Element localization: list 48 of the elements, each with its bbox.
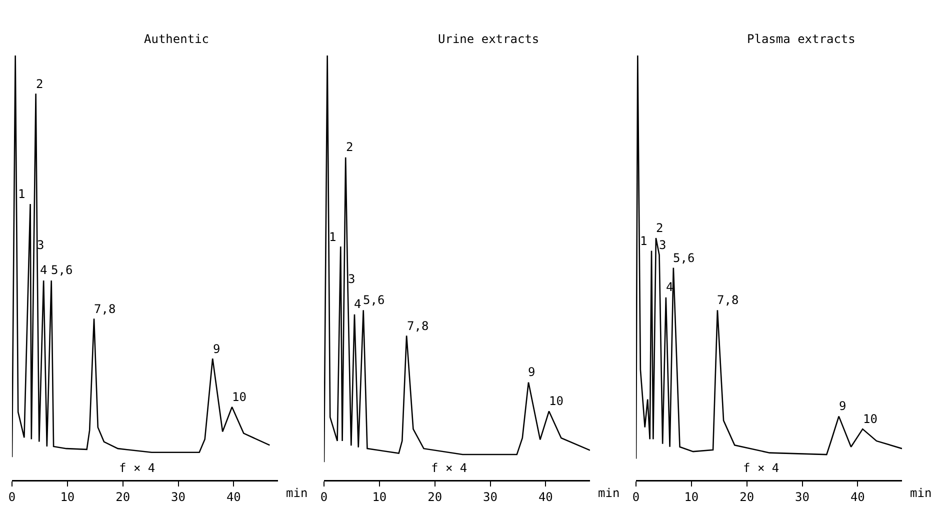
annotation: f × 4 — [119, 461, 156, 475]
annotation: 3 — [659, 238, 666, 252]
annotation: 5,6 — [363, 293, 385, 307]
x-tick-label: 0 — [8, 490, 16, 504]
annotation: 1 — [640, 234, 648, 248]
x-tick-label: 30 — [171, 490, 186, 504]
annotation: 4 — [666, 280, 674, 294]
x-tick-label: 0 — [632, 490, 640, 504]
annotation: 3 — [348, 272, 356, 286]
annotation: 3 — [37, 238, 44, 252]
annotation: 2 — [656, 221, 664, 235]
annotation: 2 — [36, 77, 44, 91]
x-tick-label: 20 — [116, 490, 130, 504]
x-tick-label: 0 — [320, 490, 328, 504]
x-tick-label: 30 — [483, 490, 498, 504]
annotation: 1 — [329, 230, 336, 244]
chart-title: Plasma extracts — [747, 32, 856, 46]
annotation: 9 — [213, 342, 220, 356]
chart-title: Authentic — [144, 32, 210, 46]
annotation: 1 — [18, 187, 26, 201]
x-tick-label: 10 — [60, 490, 75, 504]
x-tick-label: 20 — [428, 490, 442, 504]
annotation: 7,8 — [94, 302, 116, 316]
annotation: 10 — [549, 394, 564, 408]
x-tick-label: 30 — [795, 490, 810, 504]
annotation: 10 — [863, 412, 878, 426]
chart-title: Urine extracts — [438, 32, 540, 46]
annotation: 5,6 — [673, 251, 695, 265]
annotation: 2 — [346, 140, 354, 154]
x-tick-label: 20 — [740, 490, 754, 504]
x-tick-label: 40 — [226, 490, 241, 504]
annotation: 5,6 — [51, 263, 73, 277]
annotation: 7,8 — [407, 319, 429, 333]
x-tick-label: 40 — [850, 490, 865, 504]
annotation: 4 — [40, 263, 48, 277]
annotation: 9 — [839, 399, 846, 413]
x-tick-label: 40 — [538, 490, 553, 504]
annotation: f × 4 — [431, 461, 468, 475]
annotation: 4 — [354, 297, 362, 311]
x-axis-title: min — [286, 486, 308, 500]
annotation: 10 — [232, 390, 246, 404]
annotation: 9 — [528, 365, 536, 379]
x-axis-title: min — [910, 486, 932, 500]
x-tick-label: 10 — [372, 490, 387, 504]
annotation: 7,8 — [717, 293, 739, 307]
x-axis-title: min — [598, 486, 620, 500]
annotation: f × 4 — [743, 461, 780, 475]
x-tick-label: 10 — [684, 490, 699, 504]
